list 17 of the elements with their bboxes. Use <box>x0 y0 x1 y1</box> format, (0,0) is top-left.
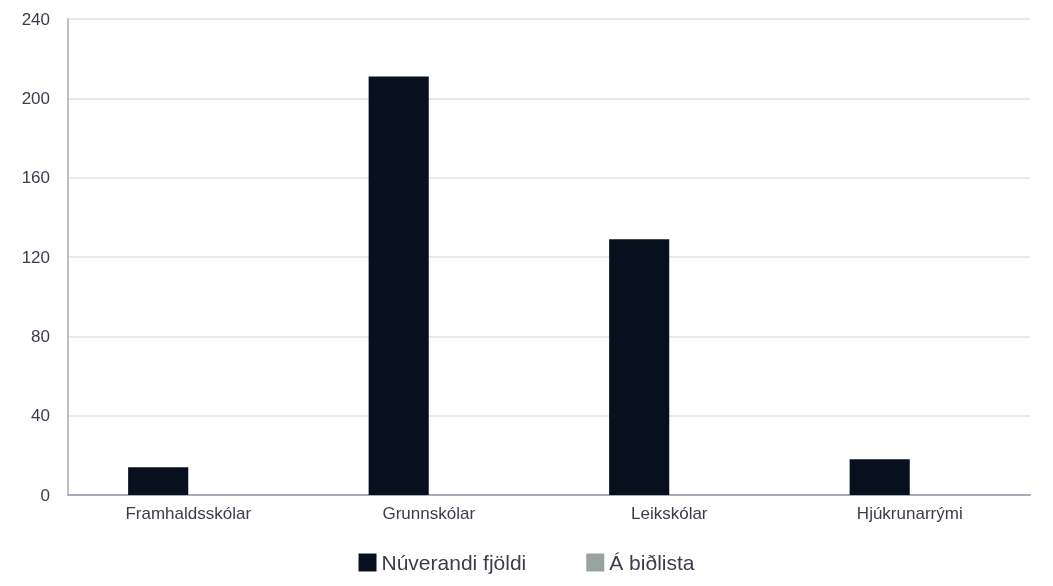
y-tick-label: 120 <box>21 247 50 267</box>
y-tick-label: 200 <box>21 88 50 108</box>
y-tick-label: 40 <box>31 406 50 426</box>
bar <box>849 459 910 495</box>
y-tick-label: 240 <box>21 9 50 29</box>
x-tick-label: Hjúkrunarrými <box>856 504 963 523</box>
y-tick-label: 0 <box>40 485 50 505</box>
y-tick-label: 80 <box>31 326 50 346</box>
bar <box>368 76 429 495</box>
legend-label: Á biðlista <box>609 551 695 574</box>
y-tick-label: 160 <box>21 168 50 188</box>
x-tick-label: Grunnskólar <box>382 504 476 523</box>
x-tick-label: Leikskólar <box>630 504 708 523</box>
legend-label: Núverandi fjöldi <box>381 551 527 574</box>
bar <box>609 239 670 495</box>
bar <box>128 467 189 495</box>
x-tick-label: Framhaldsskólar <box>125 504 252 523</box>
